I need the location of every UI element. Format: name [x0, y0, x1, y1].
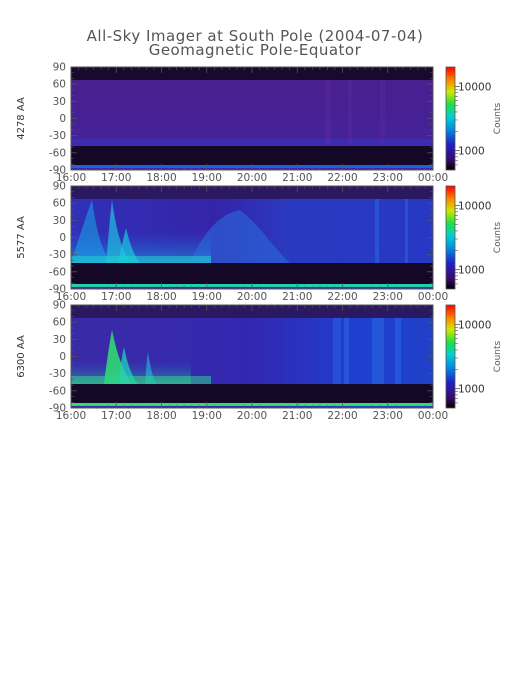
x-tick-label: 21:00 [282, 291, 312, 303]
y-tick-label: 0 [59, 351, 66, 363]
x-tick-label: 20:00 [237, 410, 267, 422]
y-tick-label: 0 [59, 113, 66, 125]
chart-title: All-Sky Imager at South Pole (2004-07-04… [87, 27, 424, 45]
panel-5577-streak [405, 199, 408, 263]
y-tick-label: -30 [49, 249, 66, 261]
y-tick-label: 60 [53, 317, 66, 329]
panel-6300-streak [344, 318, 349, 384]
panel-4278-streak [325, 80, 331, 146]
panel-6300-colorbar [445, 304, 456, 409]
y-tick-label: 90 [53, 181, 66, 193]
x-tick-label: 00:00 [418, 291, 448, 303]
panel-5577-dark-band-bottom [71, 263, 433, 284]
y-tick-label: -30 [49, 130, 66, 142]
colorbar-tick-label: 1000 [458, 146, 485, 158]
y-tick-label: -60 [49, 147, 66, 159]
panel-5577 [70, 185, 434, 290]
y-tick-label: 60 [53, 79, 66, 91]
x-tick-label: 16:00 [56, 410, 86, 422]
x-tick-label: 00:00 [418, 172, 448, 184]
y-tick-label: 30 [53, 334, 66, 346]
x-tick-label: 16:00 [56, 291, 86, 303]
x-tick-label: 22:00 [327, 291, 357, 303]
colorbar-tick-label: 10000 [458, 200, 491, 212]
panel-6300-aurora-burst [104, 330, 132, 384]
y-tick-label: -60 [49, 266, 66, 278]
colorbar-tick-label: 1000 [458, 265, 485, 277]
panel-6300-streak [372, 318, 384, 384]
x-tick-label: 20:00 [237, 291, 267, 303]
x-tick-label: 16:00 [56, 172, 86, 184]
y-tick-label: 90 [53, 62, 66, 74]
panel-6300-ylabel: 6300 AA [16, 335, 27, 378]
x-tick-label: 22:00 [327, 172, 357, 184]
panel-6300-aurora-burst [118, 347, 138, 384]
y-tick-label: -90 [49, 165, 66, 177]
x-tick-label: 19:00 [192, 291, 222, 303]
colorbar-tick-label: 10000 [458, 319, 491, 331]
x-tick-label: 23:00 [373, 410, 403, 422]
x-tick-label: 17:00 [101, 172, 131, 184]
chart-subtitle: Geomagnetic Pole-Equator [149, 41, 362, 59]
y-tick-label: 30 [53, 96, 66, 108]
x-tick-label: 18:00 [146, 410, 176, 422]
panel-4278 [70, 66, 434, 171]
panel-5577-aurora-burst [71, 200, 112, 263]
panel-5577-colorbar [445, 185, 456, 290]
panel-4278-colorbar-label: Counts [493, 102, 503, 134]
x-tick-label: 17:00 [101, 410, 131, 422]
x-tick-label: 22:00 [327, 410, 357, 422]
y-tick-label: 90 [53, 300, 66, 312]
panel-4278-ylabel: 4278 AA [16, 97, 27, 140]
panel-5577-streak [375, 199, 379, 263]
y-tick-label: 0 [59, 232, 66, 244]
y-tick-label: -90 [49, 403, 66, 415]
x-tick-label: 18:00 [146, 172, 176, 184]
panel-5577-aurora-arc [190, 210, 290, 263]
panel-5577-base-glow [71, 256, 211, 263]
panel-4278-lower-glow [71, 139, 433, 146]
panel-5577-colorbar-label: Counts [493, 221, 503, 253]
panel-6300-streak [395, 318, 401, 384]
panel-6300-streak [333, 318, 341, 384]
panel-4278-colorbar [445, 66, 456, 171]
x-tick-label: 19:00 [192, 410, 222, 422]
x-tick-label: 18:00 [146, 291, 176, 303]
y-tick-label: -60 [49, 385, 66, 397]
x-tick-label: 21:00 [282, 172, 312, 184]
x-tick-label: 23:00 [373, 172, 403, 184]
y-tick-label: 30 [53, 215, 66, 227]
x-tick-label: 23:00 [373, 291, 403, 303]
colorbar-tick-label: 10000 [458, 81, 491, 93]
x-tick-label: 17:00 [101, 291, 131, 303]
panel-4278-streak [348, 80, 352, 146]
panel-6300-base-glow [71, 376, 211, 384]
panel-4278-streak [380, 80, 385, 146]
y-tick-label: -90 [49, 284, 66, 296]
x-tick-label: 00:00 [418, 410, 448, 422]
x-tick-label: 20:00 [237, 172, 267, 184]
x-tick-label: 21:00 [282, 410, 312, 422]
panel-6300 [70, 304, 434, 409]
colorbar-tick-label: 1000 [458, 384, 485, 396]
panel-5577-aurora-burst [106, 200, 130, 263]
y-tick-label: -30 [49, 368, 66, 380]
y-tick-label: 60 [53, 198, 66, 210]
panel-5577-ylabel: 5577 AA [16, 216, 27, 259]
panel-6300-colorbar-label: Counts [493, 340, 503, 372]
x-tick-label: 19:00 [192, 172, 222, 184]
panel-4278-dark-band-bottom [71, 146, 433, 165]
panel-5577-aurora-burst [118, 228, 140, 263]
panel-6300-dark-band-bottom [71, 384, 433, 403]
